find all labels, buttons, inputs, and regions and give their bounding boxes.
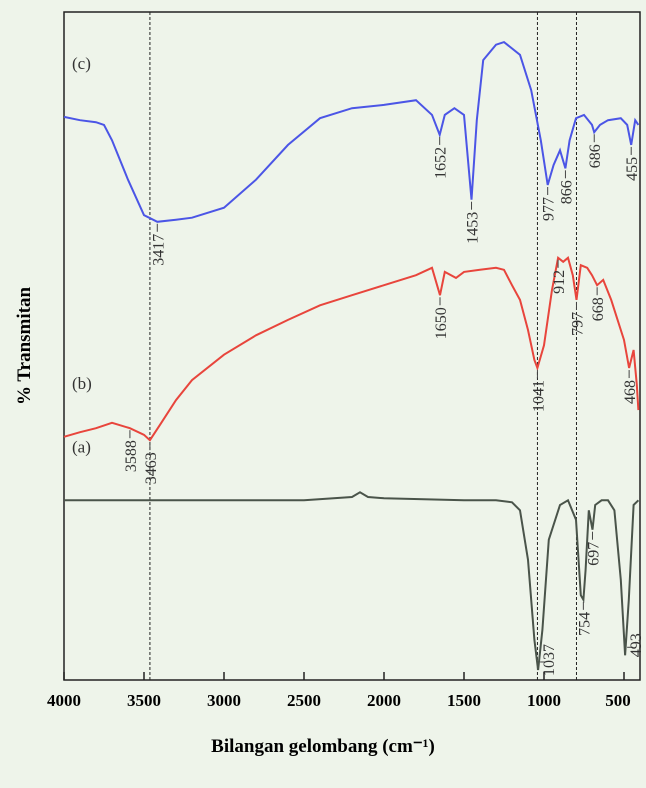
peak-label: 3417 [150, 234, 167, 266]
x-tick-label: 1500 [447, 691, 481, 710]
peak-label: 866 [558, 180, 575, 204]
peak-label: 1037 [541, 644, 558, 676]
peak-label: 912 [551, 270, 568, 294]
peak-label: 754 [576, 612, 593, 636]
x-tick-label: 500 [605, 691, 631, 710]
chart: Bilangan gelombang (cm⁻¹) % Transmitan 4… [0, 0, 646, 783]
x-tick-label: 2500 [287, 691, 321, 710]
peak-label: 468 [622, 380, 639, 404]
series-label: (b) [72, 374, 92, 393]
peak-label: 977 [541, 197, 558, 221]
x-tick-label: 1000 [527, 691, 561, 710]
x-tick-label: 2000 [367, 691, 401, 710]
series-label: (a) [72, 437, 91, 456]
peak-label: 455 [624, 157, 641, 181]
x-tick-label: 3000 [207, 691, 241, 710]
x-tick-label: 3500 [127, 691, 161, 710]
peak-label: 3463 [143, 452, 160, 484]
peak-label: 1652 [433, 147, 450, 179]
x-tick-label: 4000 [47, 691, 81, 710]
peak-label: 797 [569, 312, 586, 336]
peak-label: 1453 [465, 212, 482, 244]
peak-label: 697 [585, 542, 602, 566]
x-axis-label: Bilangan gelombang (cm⁻¹) [211, 736, 435, 757]
peak-label: 3588 [123, 440, 140, 472]
peak-label: 668 [590, 297, 607, 321]
series-label: (c) [72, 54, 91, 73]
peak-label: 1650 [433, 307, 450, 339]
y-axis-label: % Transmitan [14, 287, 35, 405]
peak-label: 686 [587, 144, 604, 168]
peak-label: 1041 [530, 380, 547, 412]
peak-label: 493 [628, 633, 645, 657]
